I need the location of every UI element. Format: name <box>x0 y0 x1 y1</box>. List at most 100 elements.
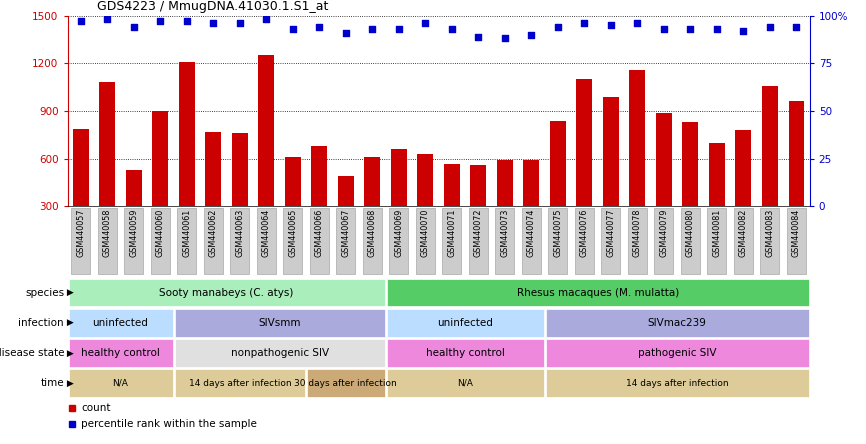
Text: GSM440072: GSM440072 <box>474 209 483 257</box>
Text: ▶: ▶ <box>64 318 74 327</box>
Point <box>392 25 406 32</box>
Point <box>683 25 697 32</box>
Point <box>339 29 352 36</box>
Bar <box>179 62 195 254</box>
Bar <box>630 70 645 254</box>
Bar <box>73 128 88 254</box>
Point <box>127 24 141 31</box>
Bar <box>444 163 460 254</box>
Point <box>657 25 671 32</box>
Text: GSM440068: GSM440068 <box>368 209 377 257</box>
Text: ▶: ▶ <box>64 349 74 357</box>
FancyBboxPatch shape <box>681 208 700 274</box>
FancyBboxPatch shape <box>469 208 488 274</box>
FancyBboxPatch shape <box>390 208 409 274</box>
Point <box>604 22 617 29</box>
Bar <box>417 154 433 254</box>
Point <box>445 25 459 32</box>
Bar <box>789 102 805 254</box>
Text: count: count <box>81 403 110 413</box>
Text: GSM440081: GSM440081 <box>713 209 721 257</box>
FancyBboxPatch shape <box>283 208 302 274</box>
Text: GSM440063: GSM440063 <box>236 209 244 257</box>
Bar <box>682 122 698 254</box>
FancyBboxPatch shape <box>68 369 172 397</box>
FancyBboxPatch shape <box>68 339 172 367</box>
Text: disease state: disease state <box>0 348 64 358</box>
Point <box>180 18 194 25</box>
Point <box>525 31 539 38</box>
Point <box>471 33 485 40</box>
Text: GSM440084: GSM440084 <box>792 209 801 257</box>
Text: GSM440060: GSM440060 <box>156 209 165 257</box>
Text: SIVsmm: SIVsmm <box>258 318 301 328</box>
Point <box>286 25 300 32</box>
FancyBboxPatch shape <box>310 208 329 274</box>
Text: GSM440074: GSM440074 <box>527 209 536 257</box>
Point <box>551 24 565 31</box>
Text: GSM440065: GSM440065 <box>288 209 297 257</box>
Bar <box>205 132 222 254</box>
Point <box>100 16 114 23</box>
Text: N/A: N/A <box>113 379 128 388</box>
Text: GSM440064: GSM440064 <box>262 209 271 257</box>
Point <box>153 18 167 25</box>
Point <box>313 24 326 31</box>
Bar <box>312 146 327 254</box>
FancyBboxPatch shape <box>175 339 385 367</box>
FancyBboxPatch shape <box>546 339 809 367</box>
Text: infection: infection <box>18 318 64 328</box>
Text: GSM440071: GSM440071 <box>448 209 456 257</box>
Text: GSM440061: GSM440061 <box>183 209 191 257</box>
FancyBboxPatch shape <box>387 309 544 337</box>
Text: GSM440083: GSM440083 <box>766 209 774 257</box>
Text: healthy control: healthy control <box>426 348 505 358</box>
Text: GSM440069: GSM440069 <box>394 209 404 257</box>
Point <box>233 20 247 27</box>
Bar <box>577 79 592 254</box>
Bar <box>126 170 142 254</box>
FancyBboxPatch shape <box>655 208 674 274</box>
Text: Rhesus macaques (M. mulatta): Rhesus macaques (M. mulatta) <box>516 288 679 297</box>
FancyBboxPatch shape <box>708 208 727 274</box>
Point <box>763 24 777 31</box>
Text: ▶: ▶ <box>64 288 74 297</box>
Text: SIVmac239: SIVmac239 <box>648 318 707 328</box>
Bar <box>497 160 513 254</box>
Bar <box>550 121 565 254</box>
Bar <box>762 86 778 254</box>
Text: GSM440070: GSM440070 <box>421 209 430 257</box>
FancyBboxPatch shape <box>68 309 172 337</box>
FancyBboxPatch shape <box>443 208 462 274</box>
Text: healthy control: healthy control <box>81 348 160 358</box>
FancyBboxPatch shape <box>522 208 541 274</box>
Bar <box>391 149 407 254</box>
FancyBboxPatch shape <box>98 208 117 274</box>
FancyBboxPatch shape <box>204 208 223 274</box>
Text: pathogenic SIV: pathogenic SIV <box>638 348 716 358</box>
FancyBboxPatch shape <box>307 369 385 397</box>
Point <box>74 18 87 25</box>
Bar <box>232 133 248 254</box>
Point <box>736 27 750 34</box>
Text: GSM440067: GSM440067 <box>341 209 351 257</box>
FancyBboxPatch shape <box>230 208 249 274</box>
Bar <box>470 165 487 254</box>
Point <box>260 16 274 23</box>
FancyBboxPatch shape <box>546 309 809 337</box>
FancyBboxPatch shape <box>257 208 276 274</box>
Text: uninfected: uninfected <box>437 318 493 328</box>
Text: GSM440080: GSM440080 <box>686 209 695 257</box>
Bar <box>523 160 540 254</box>
FancyBboxPatch shape <box>151 208 170 274</box>
FancyBboxPatch shape <box>628 208 647 274</box>
Bar <box>258 56 275 254</box>
FancyBboxPatch shape <box>124 208 144 274</box>
FancyBboxPatch shape <box>416 208 435 274</box>
FancyBboxPatch shape <box>175 309 385 337</box>
FancyBboxPatch shape <box>336 208 355 274</box>
FancyBboxPatch shape <box>734 208 753 274</box>
Text: percentile rank within the sample: percentile rank within the sample <box>81 419 257 428</box>
Text: GSM440066: GSM440066 <box>315 209 324 257</box>
Text: GSM440073: GSM440073 <box>501 209 509 257</box>
